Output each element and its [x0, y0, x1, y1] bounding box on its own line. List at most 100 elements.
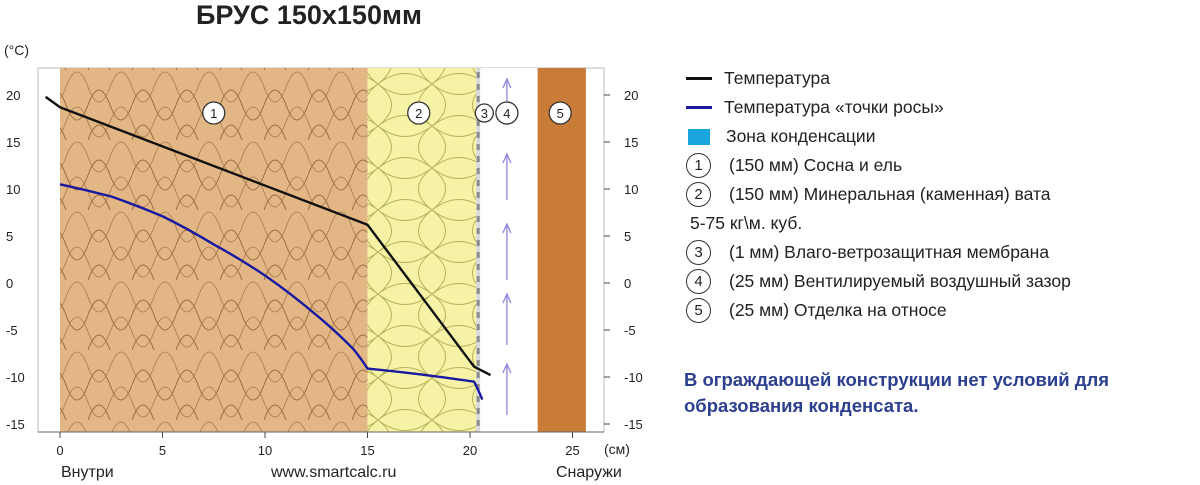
- layer-number-label: 3: [481, 106, 488, 121]
- membrane-dash: [476, 192, 480, 198]
- layer-membrane: [476, 68, 481, 432]
- membrane-dash: [476, 420, 480, 426]
- membrane-dash: [476, 84, 480, 90]
- legend-layer-1: 1 (150 мм) Сосна и ель: [686, 151, 1198, 180]
- layer-description: (25 мм) Отделка на относе: [729, 300, 947, 320]
- y-tick-label-left: -10: [6, 370, 25, 385]
- layer-number-circle-marker: [548, 101, 572, 125]
- legend-layer-2-density: 5-75 кг\м. куб.: [686, 209, 1198, 238]
- y-tick-label-right: -15: [624, 417, 643, 432]
- layer-number-circle: 4: [686, 269, 711, 294]
- layer-description: 5-75 кг\м. куб.: [690, 213, 803, 233]
- legend-layer-4: 4 (25 мм) Вентилируемый воздушный зазор: [686, 267, 1198, 296]
- y-tick-label-right: 20: [624, 88, 638, 103]
- membrane-dash: [476, 408, 480, 414]
- membrane-dash: [476, 228, 480, 234]
- layer-number-label: 5: [557, 106, 564, 121]
- layer-number-label: 4: [503, 106, 510, 121]
- temperature-series-line: [44, 95, 492, 377]
- y-tick-label-left: 15: [6, 135, 20, 150]
- airflow-arrow-head: [502, 362, 512, 374]
- layer-number-circle: 3: [686, 240, 711, 265]
- x-tick-label: 20: [463, 443, 477, 458]
- membrane-dash: [476, 132, 480, 138]
- y-tick-label-left: 20: [6, 88, 20, 103]
- x-tick-label: 10: [258, 443, 272, 458]
- x-tick-label: 5: [159, 443, 166, 458]
- legend-layer-2: 2 (150 мм) Минеральная (каменная) вата: [686, 180, 1198, 209]
- membrane-dash: [476, 204, 480, 210]
- layer-number-label: 1: [210, 106, 217, 121]
- y-tick-label-right: 15: [624, 135, 638, 150]
- membrane-dash: [476, 156, 480, 162]
- x-tick-label: 25: [565, 443, 579, 458]
- membrane-dash: [476, 300, 480, 306]
- layer-number-circle-marker: [474, 103, 495, 123]
- x-tick-label: 0: [56, 443, 63, 458]
- legend-layer-3: 3 (1 мм) Влаго-ветрозащитная мембрана: [686, 238, 1198, 267]
- membrane-dash: [476, 180, 480, 186]
- dew-point-series-line: [59, 183, 484, 401]
- conclusion-text: В ограждающей конструкции нет условий дл…: [684, 369, 1110, 416]
- membrane-dash: [476, 312, 480, 318]
- y-tick-label-right: -10: [624, 370, 643, 385]
- membrane-dash: [476, 336, 480, 342]
- layer-number-circle: 5: [686, 298, 711, 323]
- airflow-arrow-head: [502, 77, 512, 89]
- y-tick-label-right: 0: [624, 276, 631, 291]
- y-tick-label-right: 5: [624, 229, 631, 244]
- chart-svg: 1 2 3 4 5 20 20 15 15 10 10 5 5 0 0 -5 -5 -10 -10 -15 -15 0 5 1…: [6, 67, 643, 458]
- footer-outside-label: Снаружи: [556, 464, 622, 481]
- membrane-dash: [476, 240, 480, 246]
- temperature-line-swatch: [686, 77, 712, 80]
- layer-number-circle-marker: [407, 101, 431, 125]
- layer-description: (150 мм) Минеральная (каменная) вата: [729, 184, 1051, 204]
- airflow-arrow-head: [502, 152, 512, 164]
- y-axis-unit: (°С): [4, 42, 30, 58]
- condensation-zone-swatch: [688, 128, 710, 145]
- membrane-dash: [476, 216, 480, 222]
- membrane-dash: [476, 96, 480, 102]
- layer-description: (1 мм) Влаго-ветрозащитная мембрана: [729, 242, 1050, 262]
- legend-item-condensation-zone: Зона конденсации: [686, 122, 1198, 151]
- y-tick-label-left: 5: [6, 229, 13, 244]
- y-tick-label-left: -15: [6, 417, 25, 432]
- legend-layer-5: 5 (25 мм) Отделка на относе: [686, 296, 1198, 325]
- legend-item-dew-point: Температура «точки росы»: [686, 93, 1198, 122]
- dew-point-line-swatch: [686, 106, 712, 109]
- layer-number-circle-marker: [495, 101, 519, 125]
- y-tick-label-right: -5: [624, 323, 636, 338]
- y-tick-label-right: 10: [624, 182, 638, 197]
- membrane-dash: [476, 120, 480, 126]
- footer-inside-label: Внутри: [61, 464, 114, 481]
- footer-website: www.smartcalc.ru: [271, 464, 397, 481]
- layer-air-gap: [481, 68, 538, 432]
- membrane-dash: [476, 168, 480, 174]
- membrane-dash: [476, 360, 480, 366]
- membrane-dash: [476, 372, 480, 378]
- airflow-arrow-head: [502, 292, 512, 304]
- legend-dew-point-label: Температура «точки росы»: [724, 97, 944, 117]
- layer-number-label: 2: [415, 106, 422, 121]
- layer-number-circle-marker: [202, 101, 226, 125]
- layer-number-circle: 2: [686, 182, 711, 207]
- membrane-dash: [476, 252, 480, 258]
- membrane-dash: [476, 384, 480, 390]
- layer-description: (25 мм) Вентилируемый воздушный зазор: [729, 271, 1071, 291]
- y-tick-label-left: -5: [6, 323, 18, 338]
- x-axis-unit: (см): [604, 441, 630, 457]
- legend-temperature-label: Температура: [724, 68, 830, 88]
- y-tick-label-left: 0: [6, 276, 13, 291]
- membrane-dash: [476, 348, 480, 354]
- membrane-dash: [476, 396, 480, 402]
- membrane-dash: [476, 72, 480, 78]
- membrane-dash: [476, 264, 480, 270]
- chart-title: БРУС 150х150мм: [196, 0, 422, 30]
- airflow-arrow-head: [502, 222, 512, 234]
- layer-number-circle: 1: [686, 153, 711, 178]
- membrane-dash: [476, 276, 480, 282]
- legend: Температура Температура «точки росы» Зон…: [686, 64, 1198, 325]
- legend-condensation-label: Зона конденсации: [726, 126, 876, 146]
- layer-description: (150 мм) Сосна и ель: [729, 155, 903, 175]
- membrane-dash: [476, 144, 480, 150]
